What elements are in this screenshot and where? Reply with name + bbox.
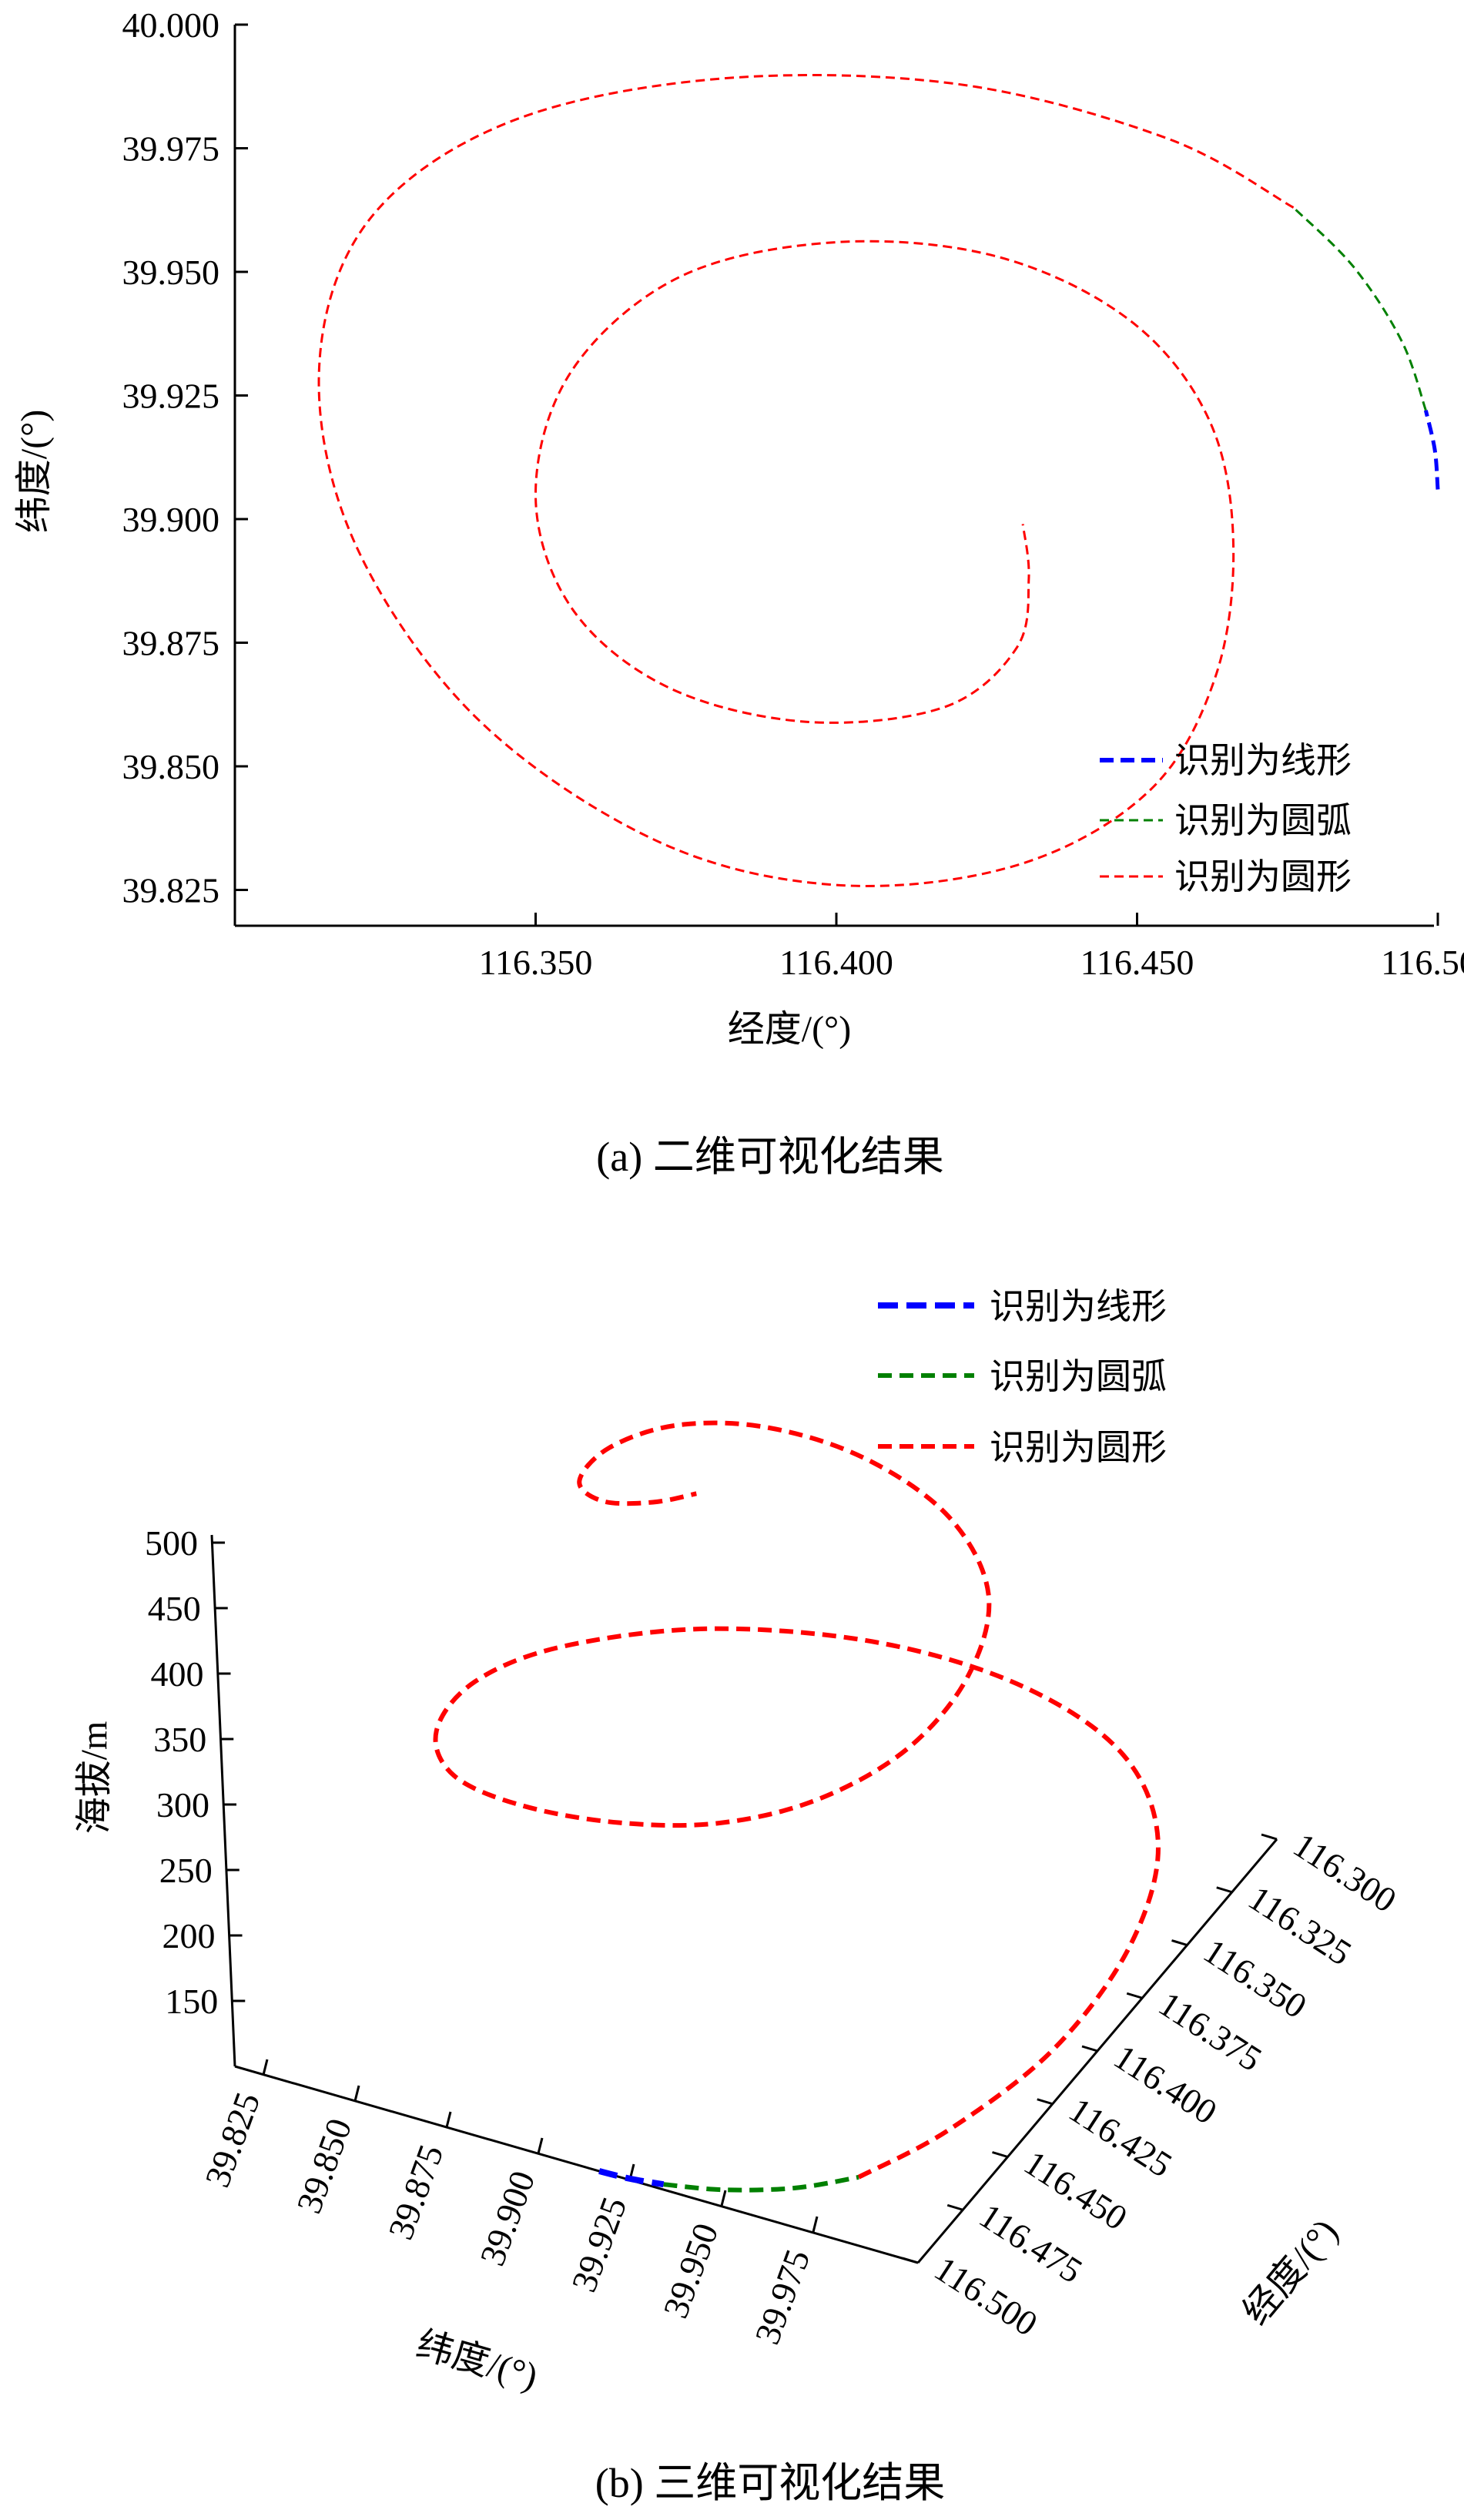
chart-2d: 40.000 39.975 39.950 39.925 39.900 39.875 39.8… (14, 5, 1464, 1050)
x-axis-label: 经度/(°) (728, 1009, 852, 1050)
lat-tick-label: 39.850 (289, 2113, 359, 2218)
series-3d-arc (663, 2174, 859, 2193)
lat-tick-mark (720, 2190, 727, 2207)
x-tick-label: 116.350 (479, 943, 593, 982)
y-ticks: 40.000 39.975 39.950 39.925 39.900 39.875 39.8… (122, 5, 248, 910)
lat-tick-mark (262, 2059, 269, 2076)
legend-2d: 识别为线形 识别为圆弧 识别为圆形 (1100, 741, 1352, 896)
lat-tick-label: 39.900 (472, 2166, 542, 2270)
y-tick-label: 39.875 (122, 624, 220, 663)
lon-ticks: 116.300116.325116.350116.375116.400116.4… (902, 1825, 1403, 2344)
lon-tick-mark (1081, 2045, 1098, 2053)
z-tick-label: 200 (162, 1916, 216, 1955)
x-tick-label: 116.500 (1381, 943, 1464, 982)
lat-tick-mark (537, 2137, 544, 2154)
lat-tick-label: 39.875 (380, 2140, 451, 2244)
lon-tick-mark (1037, 2098, 1054, 2106)
x-ticks: 116.350 116.400 116.450 116.500 (479, 913, 1464, 982)
y-tick-label: 39.900 (122, 500, 220, 539)
lat-ticks: 39.825 39.850 39.875 39.900 39.925 39.950 39.9… (197, 2059, 819, 2349)
y-tick-label: 39.950 (122, 253, 220, 292)
series-circle (317, 73, 1295, 887)
legend-label-arc: 识别为圆弧 (1174, 801, 1352, 840)
lon-tick-mark (992, 2151, 1008, 2158)
legend-label-line: 识别为线形 (990, 1287, 1167, 1326)
y-tick-label: 40.000 (122, 5, 220, 45)
legend-3d: 识别为线形 识别为圆弧 识别为圆形 (878, 1287, 1167, 1467)
series-3d-line (598, 2168, 665, 2188)
lat-tick-mark (445, 2111, 452, 2128)
lat-tick-label: 39.925 (564, 2192, 634, 2297)
chart-3d: 识别为线形 识别为圆弧 识别为圆形 150 200 250 300 350 400 450 5… (74, 1287, 1403, 2398)
series-2d (317, 73, 1440, 887)
legend-label-circle: 识别为圆形 (1174, 857, 1352, 896)
lon-tick-mark (946, 2203, 963, 2211)
y-tick-label: 39.925 (122, 377, 220, 416)
legend-label-arc: 识别为圆弧 (990, 1357, 1167, 1396)
lat-tick-mark (812, 2216, 819, 2233)
lat-tick-label: 39.975 (747, 2244, 817, 2349)
y-tick-label: 39.825 (122, 871, 220, 910)
lon-axis-label: 经度/(°) (1235, 2212, 1346, 2333)
z-axis-line (210, 1534, 236, 2067)
z-tick-label: 250 (159, 1851, 213, 1890)
lon-tick-mark (1261, 1833, 1278, 1841)
z-tick-label: 150 (165, 1982, 218, 2021)
lat-tick-mark (353, 2085, 360, 2102)
lon-tick-mark (1171, 1939, 1188, 1946)
z-tick-label: 300 (156, 1785, 209, 1825)
y-tick-label: 39.975 (122, 129, 220, 169)
x-tick-label: 116.400 (779, 943, 893, 982)
x-tick-label: 116.450 (1080, 943, 1194, 982)
lon-tick-mark (902, 2257, 919, 2264)
lat-tick-label: 39.825 (197, 2087, 267, 2192)
z-tick-label: 500 (145, 1523, 198, 1563)
series-arc (1292, 206, 1427, 411)
lon-tick-mark (1216, 1886, 1233, 1894)
series-3d (433, 1420, 1161, 2193)
caption-a: (a) 二维可视化结果 (596, 1134, 943, 1180)
z-axis-label: 海拔/m (74, 1721, 115, 1835)
y-tick-label: 39.850 (122, 747, 220, 786)
z-tick-label: 450 (148, 1589, 201, 1628)
z-tick-label: 400 (151, 1654, 204, 1694)
lat-axis-line (234, 2065, 919, 2264)
z-tick-label: 350 (153, 1720, 206, 1759)
caption-b: (b) 三维可视化结果 (595, 2460, 945, 2506)
z-ticks: 150 200 250 300 350 400 450 500 (145, 1523, 246, 2021)
lat-tick-label: 39.950 (655, 2218, 725, 2323)
lon-tick-mark (1126, 1992, 1143, 1999)
y-axis-label: 纬度/(°) (14, 410, 55, 534)
series-line (1423, 410, 1440, 490)
legend-label-circle: 识别为圆形 (990, 1428, 1167, 1467)
series-3d-circle (433, 1420, 1161, 2180)
lat-axis-label: 纬度/(°) (412, 2324, 542, 2398)
legend-label-line: 识别为线形 (1174, 741, 1352, 780)
